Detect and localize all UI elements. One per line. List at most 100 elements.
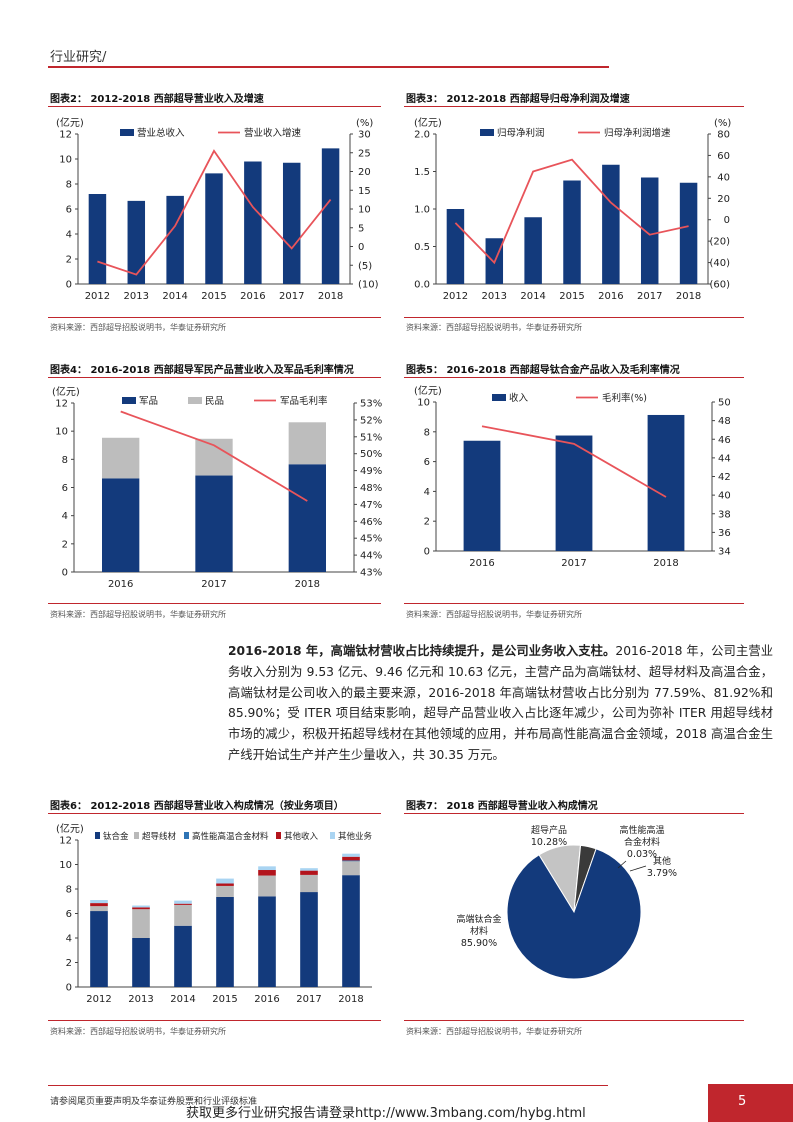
legend-swatch-其他收入 xyxy=(276,832,281,839)
right-tick-label: 45% xyxy=(360,534,382,545)
fig3-chart: 0.0 0.5 1.0 1.5 2.0(亿元) (60) (40) (20) 0 20 40 60 80… xyxy=(414,116,731,302)
x-tick-label: 2016 xyxy=(108,579,133,590)
right-tick-label: 52% xyxy=(360,415,382,426)
legend-label-归母净利润: 归母净利润 xyxy=(497,127,545,139)
right-tick-label: 40 xyxy=(717,172,730,183)
fig2-title: 图表2： 2012-2018 西部超导营业收入及增速 xyxy=(50,94,264,105)
paragraph-body: 2016-2018 年，公司主营业务收入分别为 9.53 亿元、9.46 亿元和… xyxy=(228,644,773,762)
legend-label-收入: 收入 xyxy=(509,392,529,404)
stack-bar-军品 xyxy=(288,464,326,572)
stack-bar-其他业务 xyxy=(174,900,192,904)
fig6-title: 图表6： 2012-2018 西部超导营业收入构成情况（按业务项目） xyxy=(50,801,344,812)
bar-营业总收入 xyxy=(127,200,146,284)
stack-bar-其他业务 xyxy=(216,878,234,884)
left-tick-label: 6 xyxy=(424,457,430,468)
pie-label-superconductor-pct: 10.28% xyxy=(531,837,567,848)
right-tick-label: 53% xyxy=(360,399,382,410)
x-tick-label: 2012 xyxy=(86,994,111,1005)
line-军品毛利率 xyxy=(120,410,308,502)
right-tick-label: 10 xyxy=(358,205,371,216)
stack-bar-其他收入 xyxy=(132,907,150,910)
x-tick-label: 2017 xyxy=(296,994,321,1005)
x-tick-label: 2018 xyxy=(338,994,363,1005)
x-tick-label: 2014 xyxy=(170,994,195,1005)
right-tick-label: 80 xyxy=(717,130,730,141)
footer-divider xyxy=(48,1085,608,1086)
left-tick-label: 4 xyxy=(424,487,430,498)
left-unit-label: (亿元) xyxy=(414,384,442,397)
fig2-source-rule xyxy=(48,317,381,318)
right-tick-label: 20 xyxy=(358,167,371,178)
left-tick-label: 4 xyxy=(62,511,68,522)
stack-bar-其他收入 xyxy=(342,856,360,861)
pie-label-superalloy-name: 高性能高温 xyxy=(619,824,664,836)
legend-label-钛合金: 钛合金 xyxy=(103,831,129,842)
legend-label-军品毛利率: 军品毛利率 xyxy=(280,395,328,407)
pie-leader-other xyxy=(629,865,647,872)
stack-bar-军品 xyxy=(195,475,233,572)
legend-label-其他收入: 其他收入 xyxy=(284,831,319,842)
x-tick-label: 2014 xyxy=(162,291,187,302)
stack-bar-其他业务 xyxy=(258,866,276,871)
x-tick-label: 2015 xyxy=(212,994,237,1005)
x-tick-label: 2012 xyxy=(85,291,110,302)
pie-label-superconductor-name: 超导产品 xyxy=(531,824,567,836)
bar-归母净利润 xyxy=(602,164,620,284)
left-tick-label: 12 xyxy=(59,130,72,141)
right-tick-label: (10) xyxy=(358,280,379,291)
line-营业收入增速 xyxy=(97,149,332,276)
stack-bar-超导线材 xyxy=(258,875,276,897)
left-tick-label: 2 xyxy=(424,517,430,528)
stack-bar-其他收入 xyxy=(258,870,276,876)
stack-bar-民品 xyxy=(195,438,233,476)
right-tick-label: 49% xyxy=(360,466,382,477)
left-unit-label: (亿元) xyxy=(56,116,84,129)
left-tick-label: 2 xyxy=(62,539,68,550)
left-tick-label: 10 xyxy=(59,860,72,871)
right-tick-label: 48% xyxy=(360,483,382,494)
left-unit-label: (亿元) xyxy=(414,116,442,129)
fig4-title: 图表4： 2016-2018 西部超导军民产品营业收入及军品毛利率情况 xyxy=(50,365,354,376)
fig6-source-rule xyxy=(48,1020,381,1021)
fig2-chart: 0 2 4 6 8 10 12(亿元) (10) (5) 0 5 10 15 20 25 30(%) 2012 2… xyxy=(56,116,379,302)
x-tick-label: 2017 xyxy=(201,579,226,590)
right-tick-label: 25 xyxy=(358,148,371,159)
legend-swatch-收入 xyxy=(492,394,506,401)
right-tick-label: 36 xyxy=(718,528,731,539)
left-tick-label: 8 xyxy=(62,455,68,466)
left-unit-label: (亿元) xyxy=(56,822,84,835)
right-tick-label: 0 xyxy=(358,242,364,253)
left-tick-label: 1.0 xyxy=(414,205,430,216)
right-tick-label: 30 xyxy=(358,130,371,141)
left-tick-label: 10 xyxy=(59,155,72,166)
right-tick-label: 50 xyxy=(718,398,731,409)
right-tick-label: 20 xyxy=(717,194,730,205)
footer-disclaimer: 请参阅尾页重要声明及华泰证券股票和行业评级标准 xyxy=(50,1097,258,1107)
x-tick-label: 2014 xyxy=(520,291,545,302)
left-tick-label: 0.0 xyxy=(414,280,430,291)
bar-归母净利润 xyxy=(446,209,465,284)
right-tick-label: 46 xyxy=(718,435,731,446)
fig4-chart: 0 2 4 6 8 10 12(亿元) 43% 44% 45% 46% 47% 48% 49% 50% 51%… xyxy=(52,385,382,590)
left-tick-label: 8 xyxy=(66,885,72,896)
right-tick-label: (60) xyxy=(709,280,730,291)
stack-bar-其他业务 xyxy=(342,853,360,857)
x-tick-label: 2017 xyxy=(561,558,586,569)
right-tick-label: (40) xyxy=(709,258,730,269)
legend-label-超导线材: 超导线材 xyxy=(142,831,177,842)
right-tick-label: (20) xyxy=(709,237,730,248)
fig3-source-rule xyxy=(404,317,744,318)
left-tick-label: 0 xyxy=(62,568,68,579)
right-tick-label: 48 xyxy=(718,416,731,427)
pie-label-superalloy-pct: 0.03% xyxy=(627,849,657,860)
right-tick-label: 44% xyxy=(360,551,382,562)
fig6-chart: 0 2 4 6 8 10 12(亿元) 2012 2013 2014 2015 2016 2017 201… xyxy=(56,822,373,1005)
fig7-title: 图表7： 2018 西部超导营业收入构成情况 xyxy=(406,801,598,812)
stack-bar-其他业务 xyxy=(90,900,108,904)
body-paragraph: 2016-2018 年，高端钛材营收占比持续提升，是公司业务收入支柱。2016-… xyxy=(228,641,773,766)
fig7-title-rule xyxy=(404,813,744,814)
left-tick-label: 4 xyxy=(66,230,72,241)
fig6-source: 资料来源：西部超导招股说明书，华泰证券研究所 xyxy=(50,1027,226,1036)
footer-promo-link[interactable]: 获取更多行业研究报告请登录http://www.3mbang.com/hybg.… xyxy=(186,1106,586,1121)
